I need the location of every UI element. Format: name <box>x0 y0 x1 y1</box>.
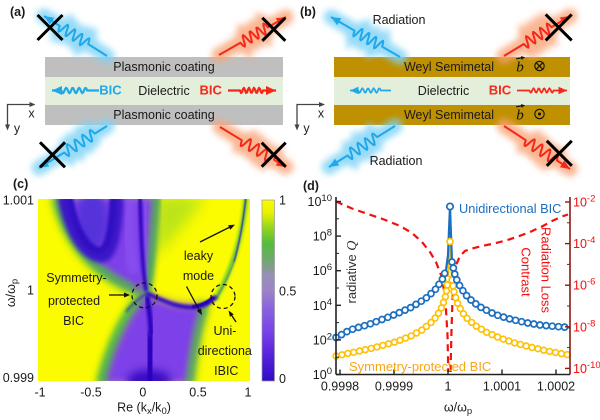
svg-text:-1: -1 <box>34 386 45 400</box>
svg-text:Unidirectional BIC: Unidirectional BIC <box>459 201 561 216</box>
svg-text:Plasmonic coating: Plasmonic coating <box>113 60 214 74</box>
svg-text:ω/ωp: ω/ωp <box>4 279 21 307</box>
svg-text:10-2: 10-2 <box>573 194 595 210</box>
svg-text:0.9998: 0.9998 <box>321 380 359 394</box>
svg-text:1.001: 1.001 <box>3 194 34 208</box>
svg-text:-0.5: -0.5 <box>80 386 102 400</box>
svg-text:Uni-: Uni- <box>214 324 237 338</box>
svg-text:1: 1 <box>245 386 252 400</box>
svg-text:0.5: 0.5 <box>189 386 206 400</box>
svg-text:b: b <box>516 108 524 124</box>
svg-text:Symmetry-: Symmetry- <box>46 271 106 285</box>
svg-text:IBIC: IBIC <box>214 364 238 378</box>
svg-text:Weyl Semimetal: Weyl Semimetal <box>404 60 494 74</box>
svg-text:1.0001: 1.0001 <box>483 380 521 394</box>
svg-text:mode: mode <box>183 269 214 283</box>
svg-text:Radiation: Radiation <box>373 13 426 27</box>
svg-text:directiona: directiona <box>198 344 252 358</box>
svg-text:(c): (c) <box>13 177 28 191</box>
svg-text:0.9999: 0.9999 <box>375 380 413 394</box>
svg-text:108: 108 <box>313 228 332 244</box>
svg-text:Dielectric: Dielectric <box>138 84 189 98</box>
svg-text:BIC: BIC <box>489 83 512 98</box>
svg-text:BIC: BIC <box>63 314 84 328</box>
svg-text:BIC: BIC <box>99 83 122 98</box>
svg-text:x: x <box>318 107 325 121</box>
svg-text:b: b <box>516 60 524 76</box>
svg-text:Dielectric: Dielectric <box>418 84 469 98</box>
svg-text:10-8: 10-8 <box>573 318 595 334</box>
svg-text:1.0002: 1.0002 <box>537 380 575 394</box>
svg-text:1: 1 <box>445 380 452 394</box>
svg-text:0: 0 <box>139 386 146 400</box>
svg-text:y: y <box>14 122 21 136</box>
svg-text:leaky: leaky <box>184 249 214 263</box>
svg-text:(b): (b) <box>300 5 316 19</box>
svg-text:0.999: 0.999 <box>3 371 34 385</box>
svg-text:x: x <box>28 107 35 121</box>
svg-text:y: y <box>303 122 310 136</box>
svg-text:102: 102 <box>313 331 332 347</box>
svg-text:radiative Q: radiative Q <box>344 241 360 304</box>
svg-text:1010: 1010 <box>308 193 332 209</box>
svg-text:1: 1 <box>279 194 286 208</box>
svg-text:1: 1 <box>27 284 34 298</box>
svg-text:Weyl Semimetal: Weyl Semimetal <box>404 108 494 122</box>
svg-text:10-4: 10-4 <box>573 235 595 251</box>
svg-text:(a): (a) <box>10 5 25 19</box>
svg-text:0.5: 0.5 <box>279 285 296 299</box>
svg-text:10-6: 10-6 <box>573 277 595 293</box>
svg-text:Re (kx/k0): Re (kx/k0) <box>117 401 171 418</box>
svg-text:106: 106 <box>313 262 332 278</box>
svg-text:BIC: BIC <box>200 83 223 98</box>
svg-text:104: 104 <box>313 297 332 313</box>
svg-text:10-10: 10-10 <box>573 360 600 376</box>
svg-text:Contrast: Contrast <box>519 247 534 297</box>
svg-text:protected: protected <box>48 294 100 308</box>
svg-text:Radiation Loss: Radiation Loss <box>539 227 554 313</box>
svg-text:Plasmonic coating: Plasmonic coating <box>113 108 214 122</box>
svg-text:ω/ωp: ω/ωp <box>444 401 472 418</box>
svg-text:0: 0 <box>279 372 286 386</box>
svg-text:Radiation: Radiation <box>370 154 423 168</box>
svg-text:Symmetry-protected BIC: Symmetry-protected BIC <box>349 359 491 374</box>
svg-text:(d): (d) <box>303 179 319 193</box>
